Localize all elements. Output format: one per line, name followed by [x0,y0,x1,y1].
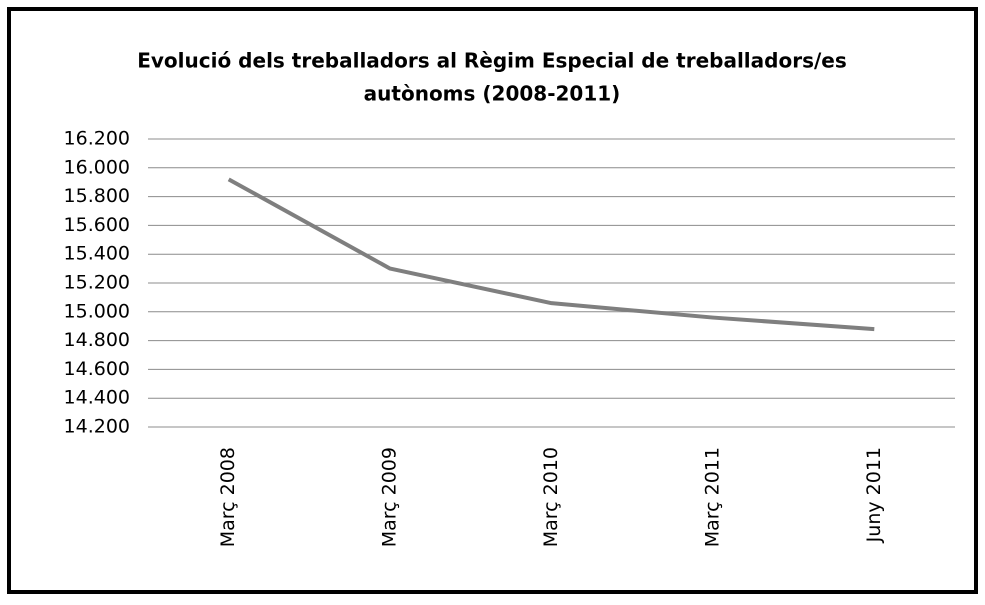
chart-title: Evolució dels treballadors al Règim Espe… [137,49,847,73]
y-tick-label: 14.600 [64,358,130,380]
x-tick-label: Març 2008 [217,447,239,547]
y-tick-label: 15.800 [64,185,130,207]
chart-title: autònoms (2008-2011) [364,82,621,106]
x-tick-label: Març 2009 [379,447,401,547]
x-tick-label: Març 2011 [701,447,723,547]
y-tick-label: 14.800 [64,329,130,351]
y-tick-label: 15.600 [64,214,130,236]
y-tick-label: 16.200 [64,128,130,150]
chart-border [7,7,978,594]
x-tick-label: Juny 2011 [863,447,885,543]
y-tick-label: 15.400 [64,243,130,265]
x-tick-label: Març 2010 [540,447,562,547]
y-tick-label: 15.000 [64,300,130,322]
y-tick-label: 14.200 [64,416,130,438]
y-tick-label: 16.000 [64,156,130,178]
y-tick-label: 14.400 [64,387,130,409]
y-tick-label: 15.200 [64,272,130,294]
line-series [227,177,875,332]
